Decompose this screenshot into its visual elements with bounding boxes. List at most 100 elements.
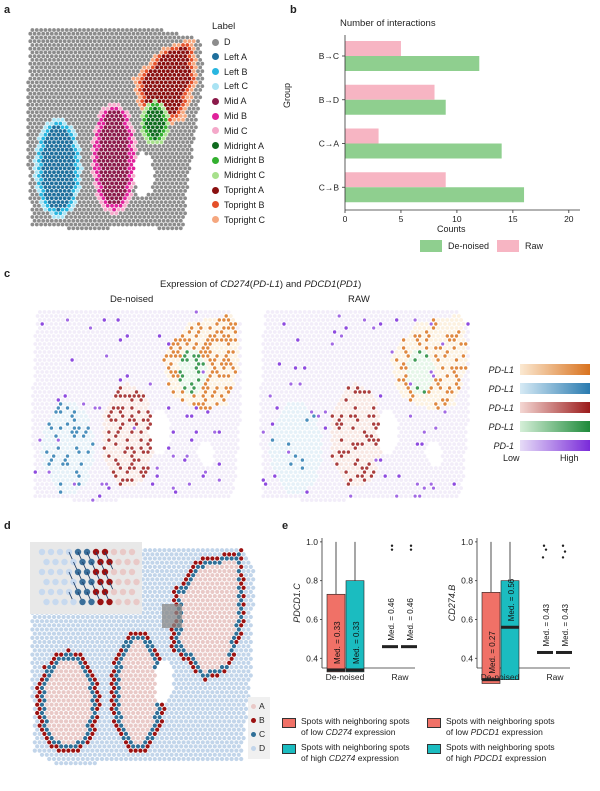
spot bbox=[75, 54, 80, 59]
spot bbox=[60, 50, 65, 55]
expression-spot bbox=[344, 366, 348, 370]
spot bbox=[112, 222, 116, 227]
expression-spot bbox=[123, 442, 127, 446]
spot bbox=[135, 91, 140, 96]
spot bbox=[105, 106, 110, 111]
expression-spot bbox=[56, 486, 61, 490]
expression-spot bbox=[217, 478, 221, 482]
expression-spot bbox=[201, 426, 206, 430]
expression-spot bbox=[199, 334, 203, 338]
expression-spot bbox=[143, 438, 148, 442]
expression-spot bbox=[397, 314, 401, 318]
spot bbox=[37, 69, 41, 74]
expression-spot bbox=[90, 426, 95, 430]
expression-spot bbox=[49, 314, 54, 318]
spot bbox=[135, 99, 140, 103]
expression-spot bbox=[118, 386, 123, 390]
spot bbox=[129, 35, 134, 40]
spot bbox=[153, 159, 157, 163]
spot bbox=[142, 43, 147, 47]
expression-spot bbox=[95, 466, 100, 470]
label-legend-item: Left C bbox=[212, 81, 248, 91]
spot bbox=[189, 110, 194, 115]
spot bbox=[49, 174, 54, 178]
expression-spot bbox=[173, 378, 178, 382]
spot bbox=[88, 31, 93, 36]
expression-spot bbox=[150, 378, 155, 382]
expression-spot bbox=[58, 490, 63, 494]
spot bbox=[88, 218, 93, 223]
expression-spot bbox=[226, 382, 231, 386]
expression-spot bbox=[431, 342, 436, 346]
expression-spot bbox=[93, 486, 97, 490]
spot bbox=[41, 196, 46, 201]
expression-spot bbox=[222, 350, 226, 354]
expression-spot bbox=[137, 458, 141, 462]
expression-spot bbox=[222, 374, 226, 378]
expression-spot bbox=[86, 354, 91, 358]
expression-spot bbox=[31, 426, 35, 430]
spot bbox=[56, 28, 61, 32]
expression-spot bbox=[201, 370, 205, 374]
spot bbox=[159, 102, 164, 107]
spot bbox=[58, 61, 63, 66]
expression-spot bbox=[33, 438, 38, 442]
expression-spot bbox=[51, 318, 56, 322]
expression-spot bbox=[169, 458, 173, 462]
expression-spot bbox=[226, 462, 231, 466]
spot bbox=[174, 39, 179, 44]
spot bbox=[45, 174, 50, 178]
expression-spot bbox=[194, 350, 199, 354]
expression-spot bbox=[109, 322, 114, 326]
expression-spot bbox=[385, 326, 390, 330]
expression-spot bbox=[261, 358, 266, 362]
spot bbox=[166, 84, 170, 88]
expression-spot bbox=[228, 434, 233, 438]
spot bbox=[69, 222, 73, 227]
spot bbox=[148, 76, 153, 81]
expression-spot bbox=[61, 350, 65, 354]
spot bbox=[142, 125, 147, 130]
spot bbox=[107, 132, 112, 137]
expression-spot bbox=[132, 410, 137, 414]
expression-spot bbox=[63, 450, 68, 454]
spot bbox=[67, 39, 71, 44]
spot bbox=[95, 95, 99, 100]
spot bbox=[194, 102, 198, 107]
spot bbox=[155, 132, 160, 137]
legend-label: Left B bbox=[224, 66, 248, 77]
expression-spot bbox=[109, 490, 114, 494]
label-legend-item: Mid C bbox=[212, 126, 248, 136]
expression-spot bbox=[187, 346, 192, 350]
expression-spot bbox=[454, 326, 459, 330]
spot bbox=[101, 218, 106, 223]
expression-spot bbox=[164, 410, 169, 414]
spot bbox=[110, 76, 114, 81]
expression-spot bbox=[35, 322, 40, 326]
expression-spot bbox=[196, 466, 201, 470]
spot bbox=[67, 54, 71, 59]
expression-spot bbox=[235, 430, 240, 434]
expression-spot bbox=[104, 346, 109, 350]
spot bbox=[88, 106, 93, 111]
expression-spot bbox=[284, 358, 289, 362]
expression-spot bbox=[116, 438, 120, 442]
expression-spot bbox=[443, 370, 447, 374]
spot bbox=[191, 91, 196, 96]
spot bbox=[131, 151, 136, 156]
expression-spot bbox=[282, 354, 286, 358]
expression-spot bbox=[113, 498, 118, 502]
expression-spot bbox=[330, 366, 335, 370]
spot bbox=[67, 226, 71, 231]
expression-spot bbox=[376, 366, 381, 370]
spot bbox=[52, 35, 56, 40]
expression-spot bbox=[229, 386, 233, 390]
expression-spot bbox=[136, 466, 141, 470]
expression-spot bbox=[102, 318, 107, 322]
spot bbox=[183, 129, 188, 133]
spot bbox=[71, 218, 76, 223]
expression-spot bbox=[54, 450, 58, 454]
spot bbox=[88, 151, 93, 156]
spot bbox=[148, 136, 153, 141]
spot bbox=[183, 181, 188, 186]
